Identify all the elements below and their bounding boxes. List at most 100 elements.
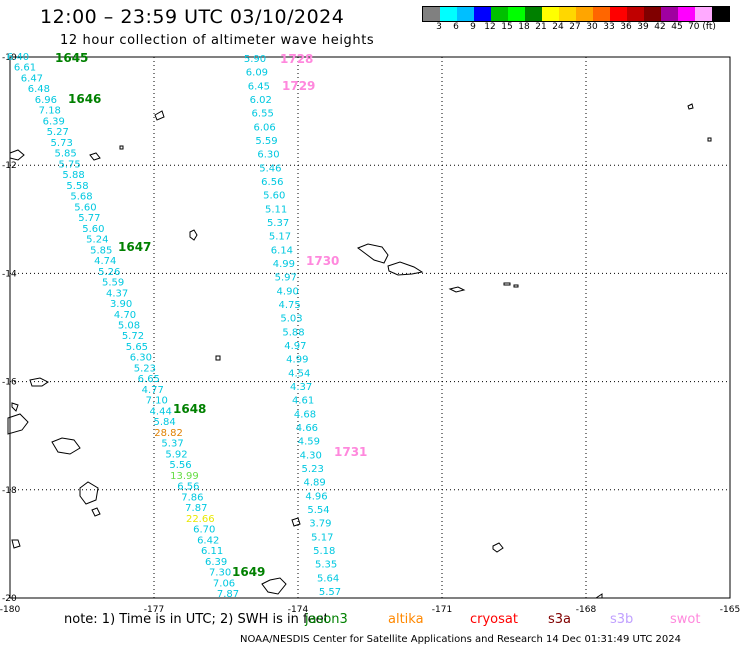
wave-height-label: 6.56 [261, 177, 283, 188]
island-lau [29, 377, 49, 387]
wave-height-label: 6.06 [253, 122, 275, 133]
legend-tick-label: 30 [586, 22, 598, 32]
wave-height-label: 4.75 [278, 300, 300, 311]
map-title: 12:00 – 23:59 UTC 03/10/2024 [40, 6, 345, 28]
legend-tick-label: 27 [569, 22, 581, 32]
wave-height-label: 5.60 [82, 224, 104, 235]
legend-swatch [695, 7, 712, 21]
legend-swatch [491, 7, 508, 21]
wave-height-label: 5.17 [269, 232, 291, 243]
satellite-legend-item: s3b [610, 612, 634, 627]
wave-height-label: 4.54 [288, 368, 310, 379]
wave-height-label: 4.37 [290, 382, 312, 393]
legend-tick-label: 12 [484, 22, 496, 32]
lon-tick-label: -180 [0, 605, 20, 615]
wave-height-label: 7.87 [185, 503, 207, 514]
wave-height-label: 7.30 [209, 568, 231, 579]
time-label: 1646 [68, 92, 101, 106]
island-wallis [189, 229, 198, 241]
legend-swatch [508, 7, 525, 21]
wave-height-label: 4.44 [150, 406, 172, 417]
legend-swatch [644, 7, 661, 21]
island-outlines [7, 103, 712, 599]
wave-height-label: 6.42 [197, 535, 219, 546]
legend-tick-label: 15 [501, 22, 513, 32]
island-fiji-4 [91, 507, 101, 517]
legend-swatch [440, 7, 457, 21]
wave-height-label: 5.60 [74, 202, 96, 213]
map-subtitle: 12 hour collection of altimeter wave hei… [60, 33, 375, 48]
lon-tick-label: -171 [432, 605, 452, 615]
wave-height-label: 4.99 [273, 259, 295, 270]
island-rose [492, 542, 504, 553]
wave-height-label: 5.85 [55, 149, 77, 160]
wave-height-label: 6.30 [130, 353, 152, 364]
time-label: 1728 [280, 52, 313, 66]
legend-tick-label: 33 [603, 22, 615, 32]
wave-height-label: 5.23 [134, 363, 156, 374]
wave-height-label: 6.39 [43, 116, 65, 127]
wave-height-label: 5.35 [315, 560, 337, 571]
wave-height-label: 5.88 [282, 327, 304, 338]
island-upolu [356, 243, 389, 264]
legend-tick-label: 70 (ft) [688, 22, 716, 32]
wave-height-label: 6.11 [201, 546, 223, 557]
satellite-legend-item: swot [670, 612, 701, 627]
wave-height-label: 5.18 [313, 546, 335, 557]
wave-height-label: 7.06 [213, 578, 235, 589]
wave-height-label: 7.10 [146, 396, 168, 407]
island-fiji-2 [51, 437, 81, 455]
legend-tick-label: 45 [671, 22, 683, 32]
color-legend-labels: 3 6 9 12 15 18 21 24 27 30 33 36 39 42 45 70 (ft) [422, 22, 732, 34]
lat-tick-label: -18 [2, 486, 17, 496]
wave-height-label: 13.99 [170, 471, 199, 482]
wave-height-label: 5.58 [66, 181, 88, 192]
lat-tick-label: -20 [2, 594, 17, 604]
axis-tick-labels: -180 -177 -174 -171 -168 -165 -10 -12 -14 -16 -18 -… [0, 53, 740, 615]
island-small-5 [119, 145, 124, 150]
wave-height-label: 5.17 [311, 532, 333, 543]
lat-tick-label: -14 [2, 269, 17, 279]
lon-tick-label: -174 [288, 605, 309, 615]
wave-height-label: 5.03 [280, 314, 302, 325]
wave-height-label: 4.30 [300, 450, 322, 461]
wave-height-label: 5.37 [267, 218, 289, 229]
legend-swatch [542, 7, 559, 21]
wave-height-label: 6.96 [35, 95, 57, 106]
legend-swatch [593, 7, 610, 21]
island-small-7 [707, 137, 712, 142]
legend-swatch [678, 7, 695, 21]
legend-swatch [457, 7, 474, 21]
wave-height-label: 5.88 [62, 170, 84, 181]
wave-height-label: 6.56 [177, 482, 199, 493]
wave-height-label: 5.75 [58, 159, 80, 170]
lat-tick-label: -12 [2, 161, 17, 171]
wave-height-label: 4.68 [294, 409, 316, 420]
legend-swatch [712, 7, 729, 21]
lon-tick-label: -165 [720, 605, 740, 615]
legend-tick-label: 36 [620, 22, 632, 32]
island-fiji-5 [11, 539, 21, 549]
wave-height-label: 4.37 [106, 288, 128, 299]
wave-height-label: 5.85 [90, 245, 112, 256]
satellite-legend-item: jason3 [305, 612, 348, 627]
wave-height-label: 4.96 [305, 491, 327, 502]
wave-height-label: 6.45 [248, 81, 270, 92]
wave-height-label: 7.86 [181, 492, 203, 503]
color-legend-bar [422, 6, 730, 22]
legend-swatch [610, 7, 627, 21]
legend-swatch [559, 7, 576, 21]
wave-height-label: 5.73 [51, 138, 73, 149]
time-label: 1649 [232, 565, 265, 579]
legend-swatch [525, 7, 542, 21]
wave-height-label: 6.14 [271, 245, 293, 256]
lat-tick-label: -16 [2, 378, 17, 388]
lat-lon-grid [10, 57, 730, 598]
wave-height-label: 5.26 [98, 267, 120, 278]
wave-height-label: 28.82 [154, 428, 183, 439]
wave-height-label: 5.59 [255, 136, 277, 147]
island-tutuila [448, 286, 466, 293]
legend-swatch [627, 7, 644, 21]
wave-height-label: 4.74 [94, 256, 116, 267]
